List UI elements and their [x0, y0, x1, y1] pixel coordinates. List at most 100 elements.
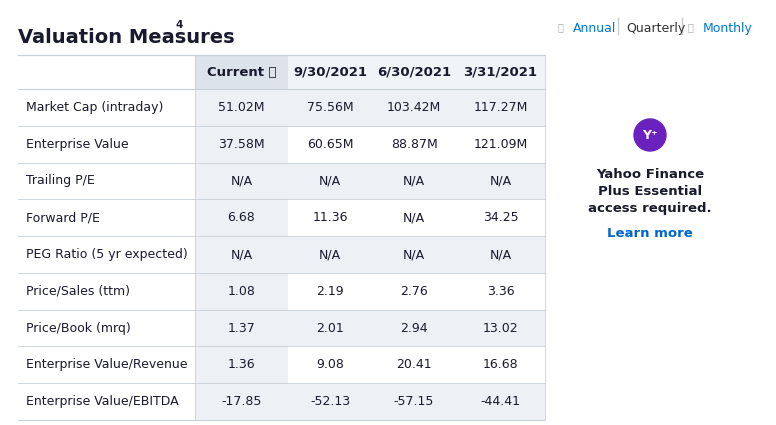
Bar — [372, 273, 456, 310]
Text: Yahoo Finance: Yahoo Finance — [596, 168, 704, 181]
Text: 88.87M: 88.87M — [390, 138, 438, 151]
Text: 75.56M: 75.56M — [307, 101, 353, 114]
Text: 13.02: 13.02 — [483, 322, 518, 334]
Text: 121.09M: 121.09M — [473, 138, 528, 151]
Bar — [456, 383, 545, 420]
Text: 103.42M: 103.42M — [387, 101, 441, 114]
Bar — [195, 273, 288, 310]
Text: N/A: N/A — [319, 248, 341, 261]
Bar — [456, 346, 545, 383]
Text: N/A: N/A — [403, 248, 425, 261]
Text: 9.08: 9.08 — [316, 358, 344, 371]
Text: 117.27M: 117.27M — [473, 101, 528, 114]
Circle shape — [634, 119, 666, 151]
Text: 51.02M: 51.02M — [218, 101, 265, 114]
Text: 60.65M: 60.65M — [307, 138, 353, 151]
Bar — [288, 199, 372, 236]
Bar — [372, 346, 456, 383]
Text: PEG Ratio (5 yr expected): PEG Ratio (5 yr expected) — [26, 248, 188, 261]
Text: Quarterly: Quarterly — [626, 22, 685, 35]
Bar — [372, 55, 456, 89]
Text: 37.58M: 37.58M — [218, 138, 265, 151]
Text: Price/Sales (ttm): Price/Sales (ttm) — [26, 285, 130, 298]
Text: 🔒: 🔒 — [688, 22, 694, 32]
Bar — [195, 236, 288, 273]
Bar — [372, 383, 456, 420]
Text: Enterprise Value/Revenue: Enterprise Value/Revenue — [26, 358, 188, 371]
Bar — [195, 162, 288, 199]
Bar — [456, 236, 545, 273]
Bar — [288, 346, 372, 383]
Bar — [195, 199, 288, 236]
Text: 2.94: 2.94 — [400, 322, 428, 334]
Text: N/A: N/A — [319, 174, 341, 187]
Text: N/A: N/A — [230, 174, 252, 187]
Text: 2.01: 2.01 — [316, 322, 344, 334]
Bar — [372, 236, 456, 273]
Bar — [195, 89, 288, 126]
Bar — [288, 126, 372, 162]
Text: Forward P/E: Forward P/E — [26, 211, 100, 224]
Text: 1.37: 1.37 — [227, 322, 255, 334]
Bar — [456, 310, 545, 346]
Text: N/A: N/A — [403, 174, 425, 187]
Text: 16.68: 16.68 — [483, 358, 518, 371]
Text: -17.85: -17.85 — [221, 395, 262, 408]
Bar — [195, 126, 288, 162]
Text: Price/Book (mrq): Price/Book (mrq) — [26, 322, 130, 334]
Bar — [372, 89, 456, 126]
Text: -44.41: -44.41 — [480, 395, 521, 408]
Text: Plus Essential: Plus Essential — [598, 185, 702, 198]
Bar — [195, 346, 288, 383]
Text: access required.: access required. — [588, 202, 712, 215]
Text: 20.41: 20.41 — [397, 358, 431, 371]
Text: 6.68: 6.68 — [227, 211, 255, 224]
Bar — [372, 199, 456, 236]
Text: 🔒: 🔒 — [558, 22, 564, 32]
Text: Learn more: Learn more — [607, 227, 693, 240]
Text: 34.25: 34.25 — [483, 211, 518, 224]
Bar — [195, 310, 288, 346]
Bar — [288, 55, 372, 89]
Bar — [372, 126, 456, 162]
Bar — [456, 55, 545, 89]
Bar — [288, 236, 372, 273]
Bar — [372, 310, 456, 346]
Bar — [456, 199, 545, 236]
Bar — [456, 126, 545, 162]
Bar — [456, 89, 545, 126]
Text: Market Cap (intraday): Market Cap (intraday) — [26, 101, 164, 114]
Text: -57.15: -57.15 — [393, 395, 435, 408]
Text: 2.76: 2.76 — [400, 285, 428, 298]
Text: 1.08: 1.08 — [227, 285, 255, 298]
Text: N/A: N/A — [403, 211, 425, 224]
Text: Enterprise Value: Enterprise Value — [26, 138, 129, 151]
Text: 9/30/2021: 9/30/2021 — [293, 65, 367, 79]
Text: 11.36: 11.36 — [312, 211, 348, 224]
Text: -52.13: -52.13 — [310, 395, 350, 408]
Bar — [195, 383, 288, 420]
Text: N/A: N/A — [490, 248, 511, 261]
Text: N/A: N/A — [490, 174, 511, 187]
Text: Valuation Measures: Valuation Measures — [18, 28, 234, 47]
Bar — [288, 273, 372, 310]
Text: Current ⓘ: Current ⓘ — [206, 65, 276, 79]
Text: Trailing P/E: Trailing P/E — [26, 174, 95, 187]
Text: 4: 4 — [176, 20, 183, 30]
Bar — [456, 273, 545, 310]
Text: 1.36: 1.36 — [227, 358, 255, 371]
Bar — [288, 162, 372, 199]
Text: 6/30/2021: 6/30/2021 — [377, 65, 451, 79]
Text: Enterprise Value/EBITDA: Enterprise Value/EBITDA — [26, 395, 178, 408]
Bar — [195, 55, 288, 89]
Text: 3/31/2021: 3/31/2021 — [463, 65, 538, 79]
Text: Annual: Annual — [573, 22, 616, 35]
Bar — [288, 383, 372, 420]
Bar — [288, 89, 372, 126]
Text: 2.19: 2.19 — [316, 285, 344, 298]
Text: Monthly: Monthly — [703, 22, 753, 35]
Text: Y⁺: Y⁺ — [643, 128, 658, 142]
Text: N/A: N/A — [230, 248, 252, 261]
Bar — [372, 162, 456, 199]
Text: 3.36: 3.36 — [487, 285, 514, 298]
